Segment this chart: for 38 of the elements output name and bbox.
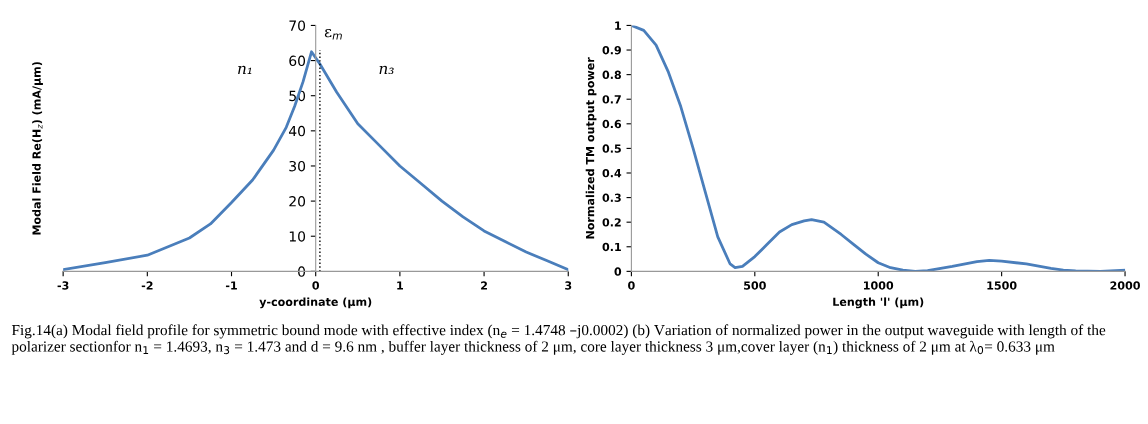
y-tick-label: 0.9: [602, 46, 621, 55]
text: Fig.14(a) Modal field profile for symmetric bound mode with effective index (n$_{e}$ = 1.4748 –j0.0002) (b) Variation of normalized power in the output waveguide with length of the polarizer sectionfor n$_{1}$ = 1.4693, n$_{3}$ = 1.473 and d = 9.6 nm , buffer layer thickness of 2 μm, core layer thickness 3 μm,cover layer (n$_{1}$) thickness of 2 μm at λ$_{0}$= 0.633 μm: [11, 324, 1106, 355]
x-tick-label: 2000: [1110, 281, 1140, 290]
y-axis-title: Modal Field Re(H$_{z}$) (mA/μm): [32, 62, 43, 235]
y-tick-label: 40: [288, 125, 306, 137]
x-tick-label: 0: [628, 281, 635, 290]
y-tick-label: 30: [289, 160, 306, 172]
annotation: n₁: [238, 65, 252, 74]
x-axis-title: y-coordinate (μm): [259, 297, 372, 309]
y-tick-label: 60: [289, 55, 306, 67]
y-tick-label: 0: [614, 267, 622, 276]
x-tick-label: 1000: [864, 281, 894, 290]
x-tick-label: -2: [141, 281, 153, 290]
x-tick-label: 1500: [987, 281, 1017, 290]
ref-line-label: ε$_{m}$: [324, 28, 342, 40]
x-tick-label: 0: [312, 281, 320, 290]
annotation: n₃: [379, 65, 394, 75]
y-tick-label: 0.2: [602, 218, 621, 227]
y-tick-label: 0.3: [602, 193, 621, 202]
y-tick-label: 20: [289, 196, 306, 207]
y-tick-label: 0.8: [602, 70, 621, 79]
x-tick-label: -1: [225, 281, 237, 290]
y-tick-label: 0.1: [602, 242, 621, 252]
x-tick-label: -3: [57, 281, 69, 290]
x-tick-label: 500: [744, 281, 766, 290]
x-tick-label: 3: [565, 281, 572, 290]
y-axis-title: Normalized TM output power: [585, 57, 597, 239]
x-tick-label: 2: [481, 281, 487, 290]
y-tick-label: 0.7: [602, 95, 621, 104]
y-tick-label: 0.5: [602, 144, 621, 153]
x-tick-label: 1: [397, 281, 403, 290]
y-tick-label: 0.6: [602, 119, 622, 129]
x-axis-title: Length 'l' (μm): [833, 297, 924, 309]
y-tick-label: 70: [289, 20, 306, 31]
line-series: [631, 25, 1126, 272]
y-tick-label: 0.4: [602, 168, 622, 178]
y-tick-label: 10: [289, 231, 306, 242]
y-tick-label: 1: [615, 21, 621, 30]
